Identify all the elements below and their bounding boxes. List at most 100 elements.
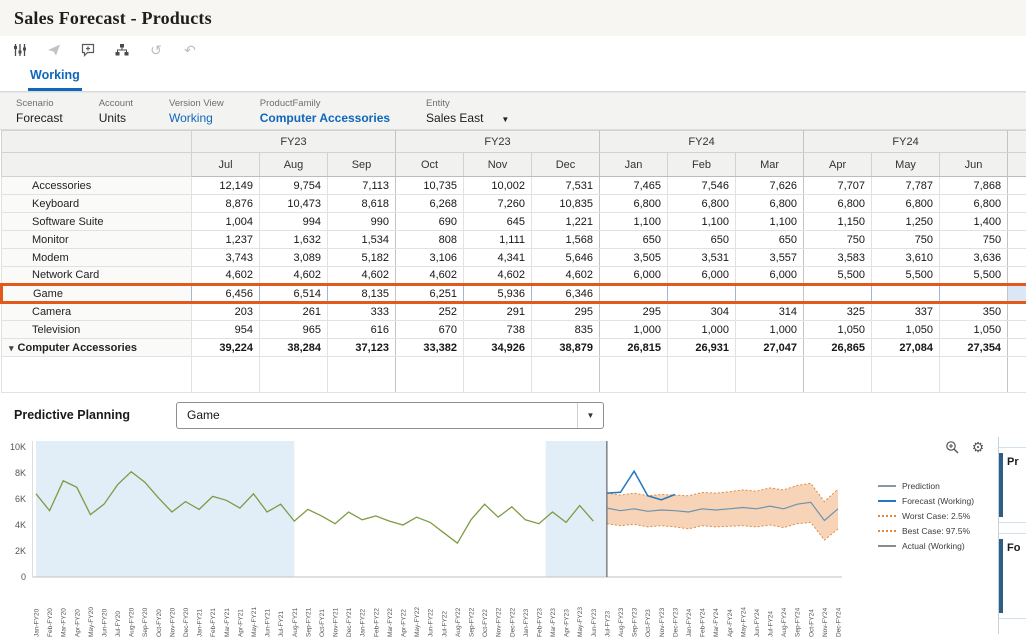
grid-cell-accessories[interactable]: 10,735 — [395, 176, 465, 195]
pov-entity[interactable]: Entity Sales East ▼ — [426, 93, 529, 129]
grid-cell-game[interactable]: 6,346 — [531, 283, 601, 304]
row-header-camera[interactable]: Camera — [1, 302, 192, 321]
grid-cell-computer-accessories[interactable]: 26,931 — [667, 338, 737, 357]
chevron-down-icon[interactable]: ▼ — [501, 114, 510, 124]
month-header-may[interactable]: May — [871, 152, 941, 177]
month-header-feb[interactable]: Feb — [667, 152, 737, 177]
grid-cell-monitor[interactable]: 1,237 — [191, 230, 260, 249]
grid-cell-modem[interactable]: 3,743 — [191, 248, 260, 267]
grid-cell-game[interactable]: 8,135 — [326, 283, 397, 304]
grid-cell-game[interactable] — [871, 283, 941, 304]
grid-cell-camera[interactable]: 350 — [939, 302, 1009, 321]
grid-cell-keyboard[interactable]: 10,473 — [259, 194, 328, 213]
collapse-icon[interactable]: ▾ — [9, 342, 14, 353]
grid-cell-television[interactable]: 1,050 — [803, 320, 873, 339]
grid-cell-computer-accessories[interactable]: 37,123 — [326, 338, 397, 357]
undo-icon[interactable]: ↶ — [184, 41, 196, 58]
grid-cell-camera[interactable]: 295 — [599, 302, 669, 321]
grid-cell-camera[interactable]: 261 — [259, 302, 328, 321]
grid-cell-network-card[interactable]: 5,500 — [871, 266, 941, 285]
grid-cell-monitor[interactable]: 750 — [803, 230, 873, 249]
row-header-modem[interactable]: Modem — [1, 248, 192, 267]
legend-item-forecast-working-[interactable]: Forecast (Working) — [878, 496, 974, 506]
grid-cell-keyboard[interactable]: 8,876 — [191, 194, 260, 213]
pov-entity-value[interactable]: Sales East ▼ — [426, 111, 509, 125]
row-header-keyboard[interactable]: Keyboard — [1, 194, 192, 213]
grid-cell-network-card[interactable]: 4,602 — [191, 266, 260, 285]
panel-card-forecast[interactable]: Fo — [999, 533, 1026, 619]
grid-cell-accessories[interactable]: 9,754 — [259, 176, 328, 195]
grid-cell-network-card[interactable]: 5,500 — [939, 266, 1009, 285]
pov-product-family[interactable]: ProductFamily Computer Accessories — [260, 93, 410, 129]
row-header-game[interactable]: Game — [0, 283, 192, 304]
zoom-in-icon[interactable] — [944, 439, 960, 455]
grid-cell-software-suite[interactable]: 1,004 — [191, 212, 260, 231]
grid-cell-game[interactable] — [667, 283, 737, 304]
grid-cell-modem[interactable]: 3,557 — [735, 248, 805, 267]
grid-cell-monitor[interactable]: 1,568 — [531, 230, 601, 249]
grid-cell-keyboard[interactable]: 6,800 — [599, 194, 669, 213]
year-header-3[interactable]: FY24 — [803, 130, 1009, 153]
grid-cell-software-suite[interactable]: 645 — [463, 212, 533, 231]
pov-version-value[interactable]: Working — [169, 110, 213, 125]
grid-cell-game[interactable]: 6,251 — [395, 283, 465, 304]
grid-cell-monitor[interactable]: 1,534 — [326, 230, 397, 249]
row-header-network-card[interactable]: Network Card — [1, 266, 192, 285]
grid-cell-camera[interactable]: 337 — [871, 302, 941, 321]
grid-cell-network-card[interactable]: 6,000 — [667, 266, 737, 285]
grid-cell-modem[interactable]: 5,182 — [326, 248, 397, 267]
grid-cell-camera[interactable]: 252 — [395, 302, 465, 321]
month-header-nov[interactable]: Nov — [463, 152, 533, 177]
grid-cell-accessories[interactable]: 12,149 — [191, 176, 260, 195]
row-header-computer-accessories[interactable]: ▾ Computer Accessories — [1, 338, 192, 357]
pov-product-family-value[interactable]: Computer Accessories — [259, 110, 391, 125]
grid-cell-modem[interactable]: 3,531 — [667, 248, 737, 267]
grid-cell-software-suite[interactable]: 1,400 — [939, 212, 1009, 231]
month-header-dec[interactable]: Dec — [531, 152, 601, 177]
tab-working[interactable]: Working — [28, 68, 82, 91]
grid-cell-network-card[interactable]: 4,602 — [326, 266, 397, 285]
pov-version-view[interactable]: Version View Working — [169, 93, 244, 129]
grid-cell-camera[interactable]: 333 — [326, 302, 397, 321]
grid-cell-accessories[interactable]: 7,531 — [531, 176, 601, 195]
grid-cell-camera[interactable]: 325 — [803, 302, 873, 321]
grid-cell-network-card[interactable]: 4,602 — [463, 266, 533, 285]
grid-cell-game[interactable]: 5,936 — [463, 283, 533, 304]
grid-cell-modem[interactable]: 5,646 — [531, 248, 601, 267]
year-header-2[interactable]: FY24 — [599, 130, 805, 153]
grid-cell-television[interactable]: 1,050 — [939, 320, 1009, 339]
grid-cell-accessories[interactable]: 7,787 — [871, 176, 941, 195]
grid-cell-game[interactable] — [599, 283, 669, 304]
grid-cell-television[interactable]: 1,000 — [599, 320, 669, 339]
grid-cell-television[interactable]: 835 — [531, 320, 601, 339]
legend-item-prediction[interactable]: Prediction — [878, 481, 974, 491]
grid-cell-keyboard[interactable]: 6,800 — [667, 194, 737, 213]
grid-cell-modem[interactable]: 3,106 — [395, 248, 465, 267]
grid-cell-game[interactable] — [803, 283, 873, 304]
grid-cell-modem[interactable]: 3,583 — [803, 248, 873, 267]
grid-cell-monitor[interactable]: 1,111 — [463, 230, 533, 249]
grid-cell-keyboard[interactable]: 7,260 — [463, 194, 533, 213]
add-comment-icon[interactable] — [80, 42, 96, 58]
grid-cell-network-card[interactable]: 4,602 — [259, 266, 328, 285]
grid-cell-computer-accessories[interactable]: 38,284 — [259, 338, 328, 357]
grid-cell-accessories[interactable]: 10,002 — [463, 176, 533, 195]
grid-cell-television[interactable]: 738 — [463, 320, 533, 339]
grid-cell-camera[interactable]: 295 — [531, 302, 601, 321]
month-header-sep[interactable]: Sep — [326, 152, 397, 177]
grid-cell-monitor[interactable]: 808 — [395, 230, 465, 249]
grid-cell-television[interactable]: 616 — [326, 320, 397, 339]
grid-cell-network-card[interactable]: 6,000 — [735, 266, 805, 285]
grid-cell-computer-accessories[interactable]: 27,084 — [871, 338, 941, 357]
grid-cell-software-suite[interactable]: 1,221 — [531, 212, 601, 231]
grid-cell-software-suite[interactable]: 1,250 — [871, 212, 941, 231]
grid-cell-game[interactable]: 6,514 — [259, 283, 328, 304]
history-icon[interactable]: ↺ — [150, 41, 162, 58]
measure-dropdown[interactable]: Game ▼ — [176, 401, 604, 429]
grid-cell-modem[interactable]: 3,089 — [259, 248, 328, 267]
grid-cell-computer-accessories[interactable]: 38,879 — [531, 338, 601, 357]
chart-canvas[interactable] — [32, 441, 842, 581]
grid-cell-monitor[interactable]: 750 — [939, 230, 1009, 249]
grid-cell-network-card[interactable]: 4,602 — [395, 266, 465, 285]
chevron-down-icon[interactable]: ▼ — [577, 402, 603, 428]
